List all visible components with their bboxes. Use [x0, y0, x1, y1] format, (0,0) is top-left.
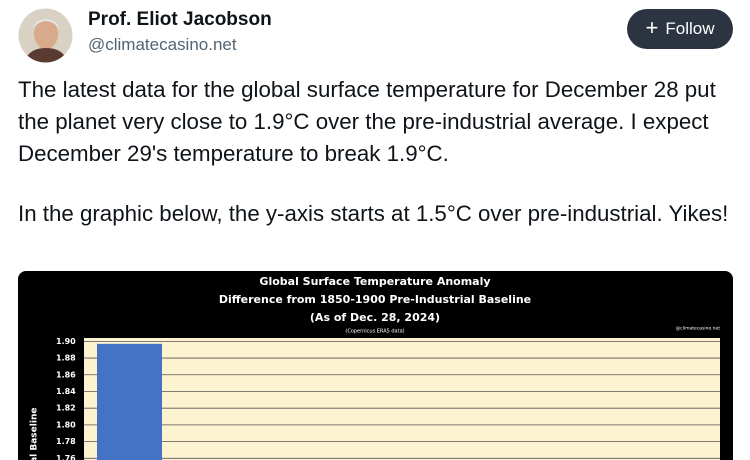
post-text: The latest data for the global surface t…	[18, 74, 734, 258]
post-paragraph: In the graphic below, the y-axis starts …	[18, 201, 729, 226]
follow-button[interactable]: + Follow	[627, 9, 733, 49]
y-axis-label: rial Baseline	[30, 408, 40, 460]
y-tick-label: 1.78	[56, 437, 76, 446]
bar	[97, 343, 162, 460]
chart-date: (As of Dec. 28, 2024)	[310, 311, 440, 324]
follow-label: Follow	[665, 19, 715, 38]
y-tick-label: 1.82	[56, 404, 76, 413]
y-tick-label: 1.90	[56, 337, 76, 346]
author-name[interactable]: Prof. Eliot Jacobson	[88, 9, 272, 30]
y-tick-label: 1.84	[56, 387, 76, 396]
y-tick-label: 1.76	[56, 454, 76, 460]
chart-watermark: @climatecasino.net	[676, 326, 721, 332]
chart-title: Global Surface Temperature Anomaly	[259, 275, 490, 288]
plus-icon: +	[645, 15, 659, 40]
y-tick-label: 1.86	[56, 370, 76, 379]
y-tick-label: 1.80	[56, 420, 76, 429]
y-tick-label: 1.88	[56, 354, 76, 363]
post-paragraph: The latest data for the global surface t…	[18, 77, 716, 166]
avatar[interactable]	[18, 8, 73, 63]
chart-source: (Copernicus ERA5 data)	[345, 329, 404, 335]
chart-image[interactable]: Global Surface Temperature Anomaly Diffe…	[18, 271, 733, 460]
author-handle[interactable]: @climatecasino.net	[88, 35, 237, 54]
chart-subtitle: Difference from 1850-1900 Pre-Industrial…	[219, 293, 531, 306]
